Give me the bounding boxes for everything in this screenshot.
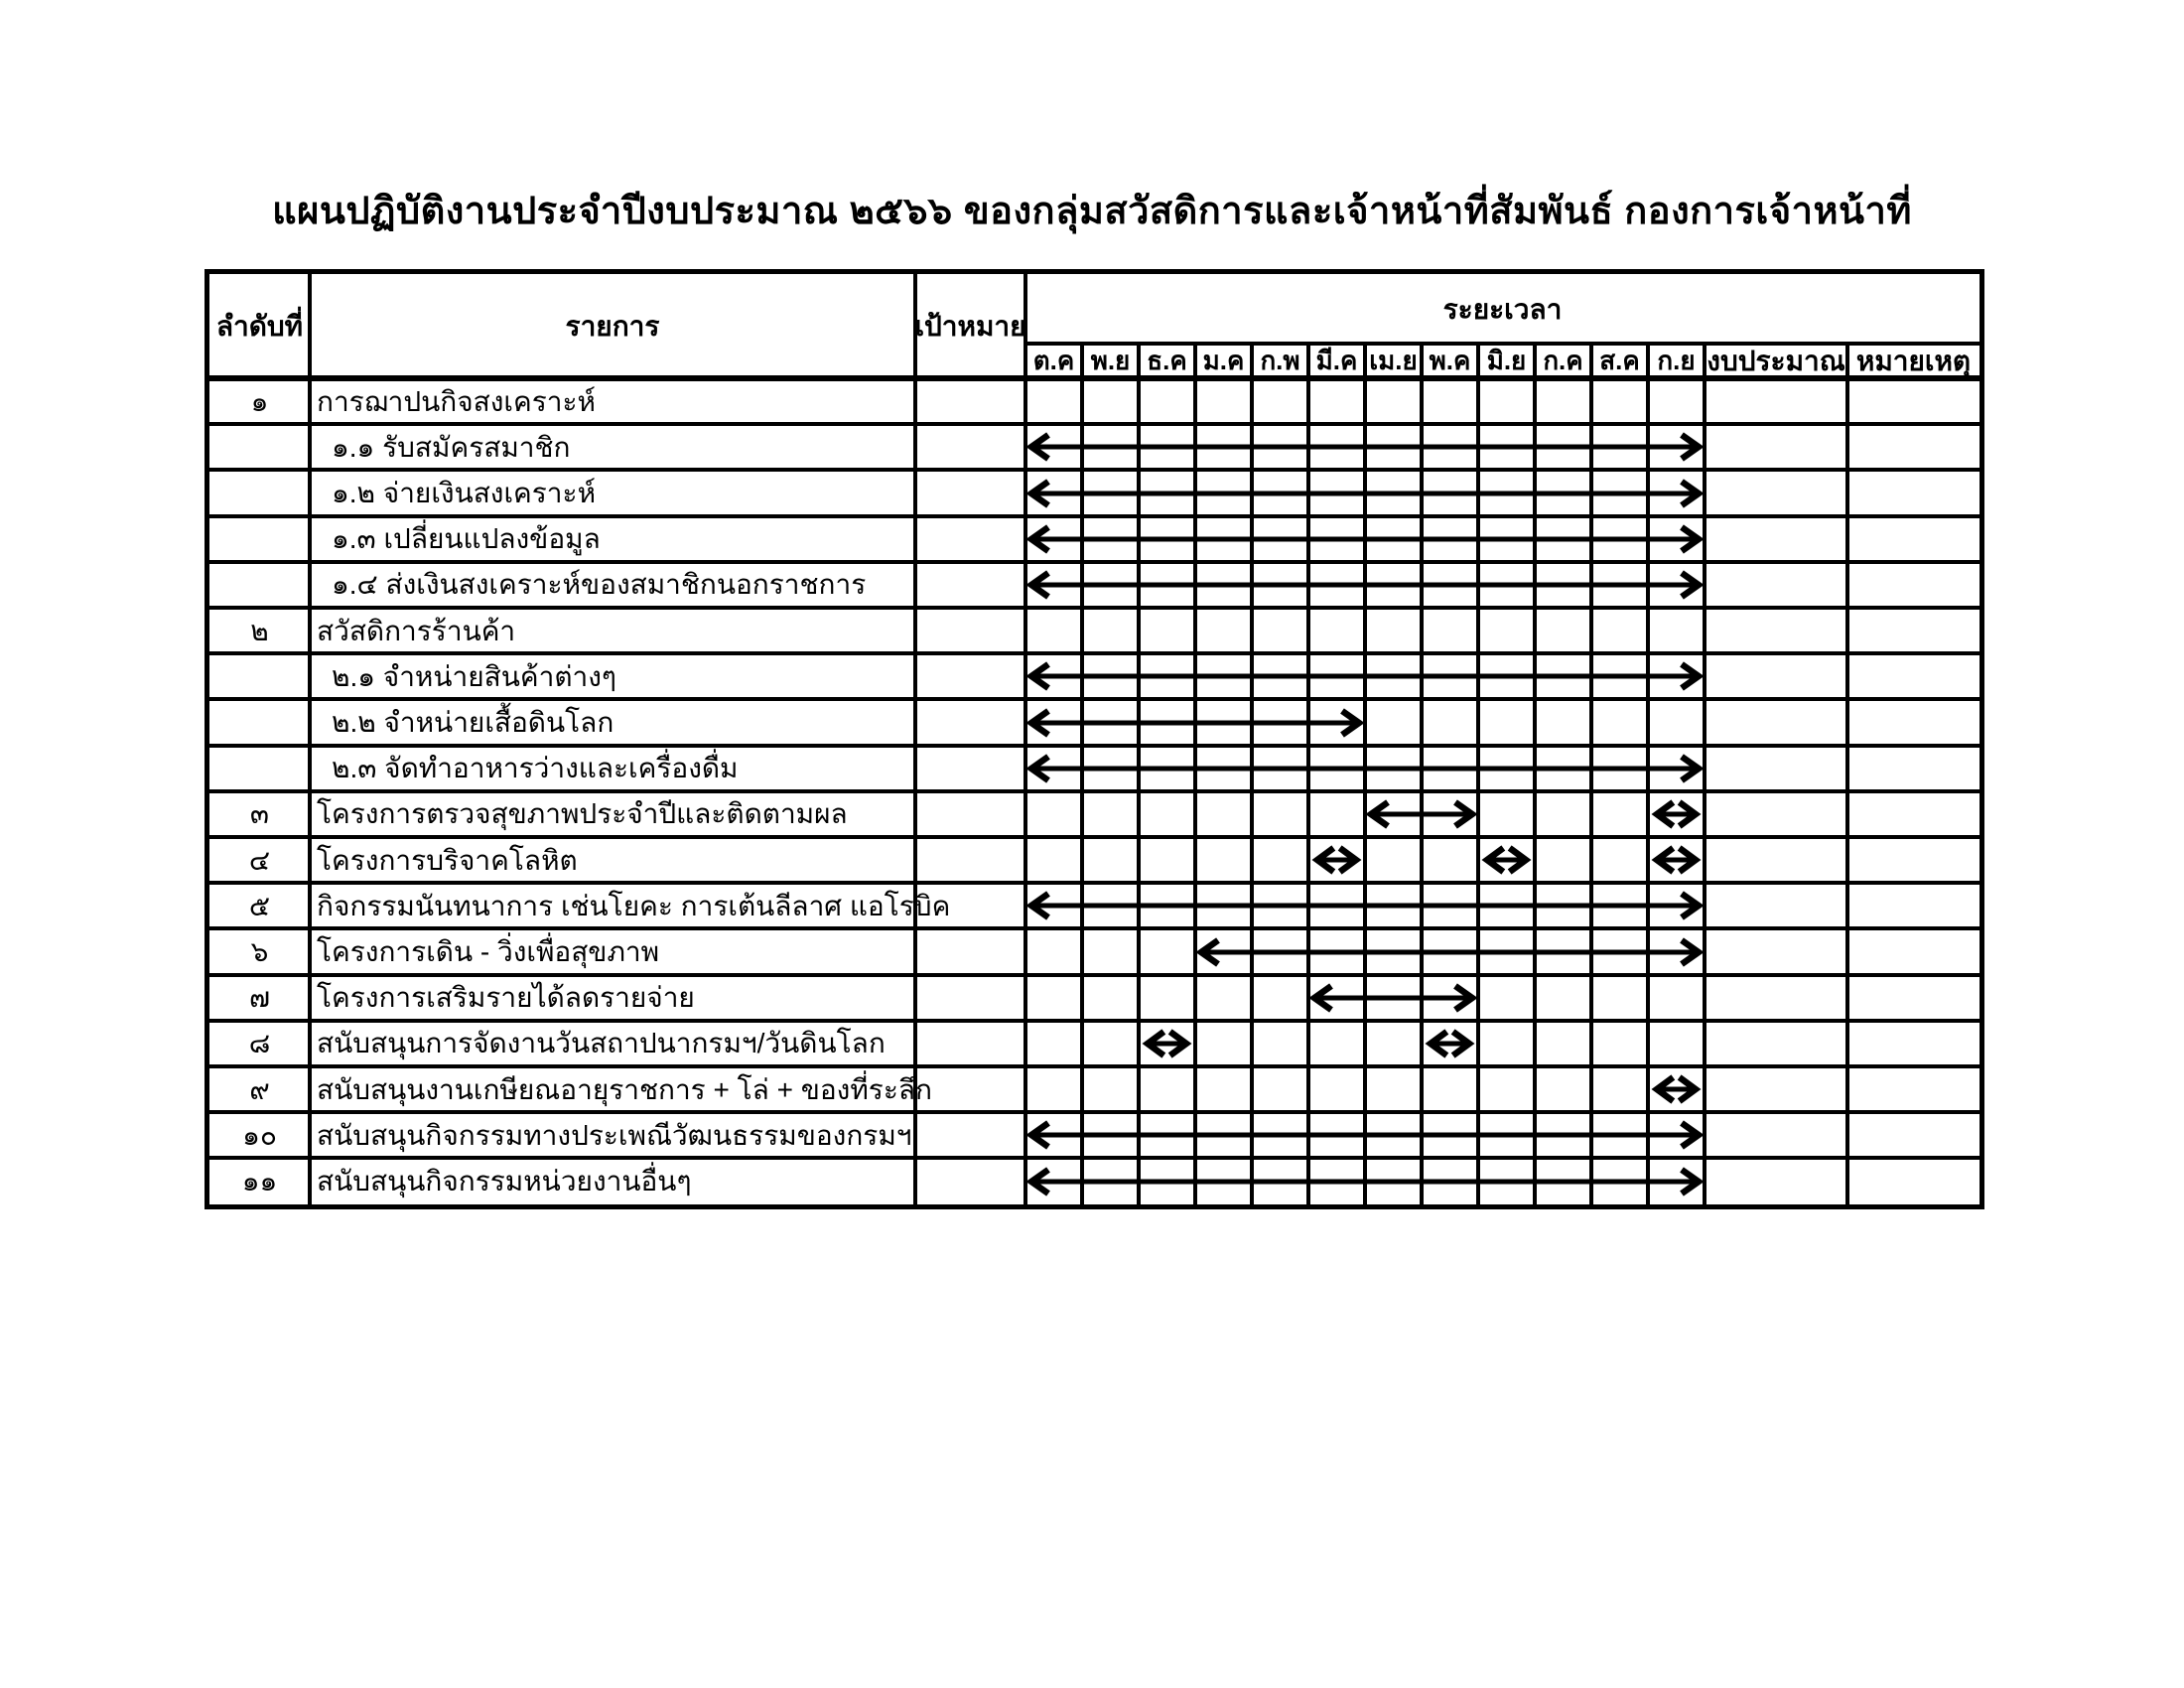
column-header-budget: งบประมาณ: [1706, 346, 1845, 376]
row-number-cell: ๘: [248, 1028, 271, 1059]
column-header-month: เม.ย: [1369, 346, 1418, 376]
row-item-cell: โครงการตรวจสุขภาพประจำปีและติดตามผล: [317, 798, 848, 830]
row-item-cell: สนับสนุนกิจกรรมทางประเพณีวัฒนธรรมของกรมฯ: [317, 1119, 912, 1151]
row-item-cell: ๑.๓ เปลี่ยนแปลงข้อมูล: [332, 523, 601, 555]
row-number-cell: ๒: [250, 615, 269, 646]
grid-line-month: [1306, 344, 1310, 1204]
plan-table: ลำดับที่ รายการ เป้าหมาย ระยะเวลาต.ค พ.ย ธ.ค ม…: [205, 269, 1984, 1209]
row-number-cell: ๑๑: [241, 1165, 278, 1196]
row-item-cell: สวัสดิการร้านค้า: [317, 615, 516, 646]
grid-line-row: [209, 972, 1979, 977]
row-item-cell: สนับสนุนกิจกรรมหน่วยงานอื่นๆ: [317, 1165, 692, 1196]
row-item-cell: ๑.๒ จ่ายเงินสงเคราะห์: [332, 477, 597, 508]
row-item-cell: โครงการบริจาคโลหิต: [317, 844, 578, 876]
page-title: แผนปฏิบัติงานประจำปีงบประมาณ ๒๕๖๖ ของกลุ…: [272, 191, 1912, 232]
grid-line-month: [1476, 344, 1480, 1204]
row-number-cell: ๑: [250, 385, 269, 417]
column-header-month: ส.ค: [1599, 346, 1640, 376]
grid-line-row: [209, 788, 1979, 793]
row-number-cell: ๖: [250, 935, 269, 967]
column-header-month: ต.ค: [1032, 346, 1075, 376]
row-number-cell: ๙: [249, 1073, 270, 1105]
column-header-month: ก.พ: [1260, 346, 1300, 376]
column-header-month: ก.ย: [1657, 346, 1696, 376]
row-item-cell: โครงการเดิน - วิ่งเพื่อสุขภาพ: [317, 935, 660, 967]
grid-line-row: [209, 1156, 1979, 1161]
grid-line-row: [209, 1018, 1979, 1023]
grid-line-row: [209, 743, 1979, 748]
grid-line-row: [209, 926, 1979, 931]
grid-line-row: [209, 422, 1979, 427]
grid-line-target-months: [1024, 274, 1027, 1204]
row-item-cell: ๒.๓ จัดทำอาหารว่างและเครื่องดื่ม: [332, 753, 739, 784]
grid-line-months-budget: [1703, 344, 1706, 1204]
grid-line-month: [1193, 344, 1197, 1204]
row-item-cell: โครงการเสริมรายได้ลดรายจ่าย: [317, 982, 695, 1014]
grid-line-row: [209, 1064, 1979, 1068]
grid-line-month: [1420, 344, 1424, 1204]
grid-line-row: [209, 513, 1979, 518]
grid-line-month: [1250, 344, 1254, 1204]
grid-line-row: [209, 697, 1979, 702]
row-number-cell: ๑๐: [242, 1119, 277, 1151]
row-number-cell: ๔: [248, 844, 271, 876]
grid-line-row: [209, 881, 1979, 886]
column-header-month: พ.ค: [1429, 346, 1471, 376]
column-header-target: เป้าหมาย: [914, 311, 1026, 342]
row-item-cell: ๑.๔ ส่งเงินสงเคราะห์ของสมาชิกนอกราชการ: [332, 569, 867, 601]
grid-line-month: [1137, 344, 1141, 1204]
row-number-cell: ๕: [248, 890, 271, 921]
grid-line-row: [209, 559, 1979, 564]
row-number-cell: ๓: [249, 798, 270, 830]
grid-line-month: [1080, 344, 1084, 1204]
grid-line-month: [1646, 344, 1650, 1204]
grid-line-row: [209, 1110, 1979, 1115]
grid-line-row: [209, 606, 1979, 610]
row-item-cell: ๑.๑ รับสมัครสมาชิก: [332, 431, 571, 463]
column-header-note: หมายเหตุ: [1855, 346, 1972, 376]
column-header-month: ก.ค: [1543, 346, 1583, 376]
grid-line-month: [1533, 344, 1537, 1204]
grid-line-month: [1363, 344, 1367, 1204]
grid-line-row: [209, 651, 1979, 656]
grid-line-under-header: [209, 375, 1979, 381]
grid-line-row: [209, 468, 1979, 473]
grid-line-budget-note: [1845, 344, 1849, 1204]
grid-line-row: [209, 835, 1979, 839]
column-header-month: มิ.ย: [1486, 346, 1527, 376]
row-item-cell: สนับสนุนการจัดงานวันสถาปนากรมฯ/วันดินโลก: [317, 1028, 886, 1059]
row-item-cell: สนับสนุนงานเกษียณอายุราชการ + โล่ + ของท…: [317, 1073, 932, 1105]
column-header-item: รายการ: [565, 311, 660, 342]
column-header-month: มี.ค: [1315, 346, 1358, 376]
grid-line-under-period: [1025, 342, 1979, 346]
column-header-no: ลำดับที่: [215, 311, 304, 342]
row-item-cell: ๒.๒ จำหน่ายเสื้อดินโลก: [332, 706, 614, 738]
row-item-cell: ๒.๑ จำหน่ายสินค้าต่างๆ: [332, 660, 616, 692]
grid-line-no-item: [308, 274, 312, 1204]
column-header-month: พ.ย: [1090, 346, 1131, 376]
row-item-cell: กิจกรรมนันทนาการ เช่นโยคะ การเต้นลีลาศ แ…: [317, 890, 951, 921]
row-item-cell: การฌาปนกิจสงเคราะห์: [317, 385, 596, 417]
column-header-month: ธ.ค: [1147, 346, 1187, 376]
column-header-period: ระยะเวลา: [1442, 293, 1563, 325]
grid-line-item-target: [913, 274, 917, 1204]
grid-line-month: [1589, 344, 1593, 1204]
row-number-cell: ๗: [248, 982, 271, 1014]
column-header-month: ม.ค: [1202, 346, 1245, 376]
